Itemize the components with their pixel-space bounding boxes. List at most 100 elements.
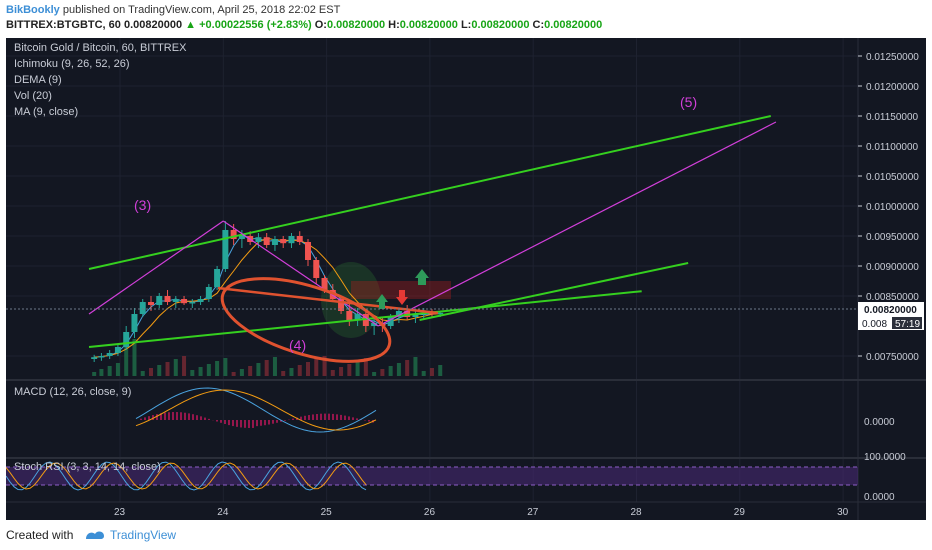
legend-stoch-rsi[interactable]: Stoch RSI (3, 3, 14, 14, close)	[14, 461, 161, 473]
candle-body	[222, 230, 229, 269]
wave4-trendline	[419, 262, 689, 321]
volume-bar	[140, 371, 145, 376]
tradingview-link[interactable]: TradingView	[110, 528, 177, 542]
macd-histogram-bar	[144, 417, 146, 420]
price-tick-label: 0.01250000	[866, 52, 919, 63]
upper-channel	[88, 115, 772, 270]
time-tick-label: 29	[734, 507, 746, 518]
volume-bar	[405, 360, 410, 376]
drawings	[88, 115, 777, 348]
stoch-rsi-band	[6, 467, 858, 485]
volume-bar	[264, 360, 269, 376]
volume-bar	[248, 366, 253, 376]
close-label: C:	[532, 19, 545, 31]
wave-path-1	[88, 220, 224, 315]
candle-body	[106, 353, 113, 356]
candle-body	[181, 299, 188, 304]
chart-area[interactable]: (3) (4) (5) 0.01250000 0.01200000 0.011500…	[5, 38, 926, 520]
legend-ichimoku[interactable]: Ichimoku (9, 26, 52, 26)	[14, 58, 130, 70]
volume-bar	[297, 365, 302, 376]
candle-body	[230, 230, 237, 239]
macd-histogram-bar	[184, 412, 186, 420]
candle-body	[123, 332, 130, 347]
macd-histogram-bar	[336, 414, 338, 420]
low-value: 0.00820000	[471, 19, 530, 31]
candle-body	[98, 356, 105, 358]
price-axis[interactable]: 0.01250000 0.01200000 0.01150000 0.01100000…	[858, 52, 919, 363]
macd-zero-tick: 0.0000	[864, 417, 895, 428]
macd-pane	[135, 387, 377, 433]
macd-histogram-bar	[304, 415, 306, 420]
lower-channel	[88, 290, 642, 348]
candle-body	[131, 314, 138, 332]
macd-histogram-bar	[232, 420, 234, 427]
legend-ma[interactable]: MA (9, close)	[14, 106, 79, 118]
legend-macd[interactable]: MACD (12, 26, close, 9)	[14, 386, 132, 398]
macd-histogram-bar	[208, 418, 210, 420]
legend-dema[interactable]: DEMA (9)	[14, 74, 62, 86]
volume-bar	[322, 356, 327, 376]
descending-resistance-line	[217, 286, 439, 315]
candle-body	[189, 302, 196, 304]
high-value: 0.00820000	[399, 19, 458, 31]
price-tick-label: 0.00950000	[866, 232, 919, 243]
volume-bar	[363, 358, 368, 376]
macd-histogram-bar	[268, 420, 270, 425]
volume-bar	[289, 368, 294, 376]
last-price: 0.00820000	[123, 19, 183, 31]
volume-bar	[99, 369, 104, 376]
volume-bar	[198, 367, 203, 376]
created-with-text: Created with	[6, 528, 74, 542]
macd-histogram-bar	[240, 420, 242, 428]
macd-histogram-bar	[180, 412, 182, 420]
legend-vol[interactable]: Vol (20)	[14, 90, 52, 102]
up-arrow-icon	[415, 269, 429, 285]
time-tick-label: 30	[837, 507, 849, 518]
candle-body	[214, 269, 221, 287]
macd-histogram-bar	[204, 417, 206, 420]
candle-body	[139, 302, 146, 314]
price-tick-label: 0.01100000	[866, 142, 919, 153]
macd-histogram-bar	[216, 420, 218, 422]
volume-bar	[206, 364, 211, 376]
volume-bar	[388, 366, 393, 376]
macd-histogram-bar	[292, 418, 294, 420]
chart-canvas[interactable]: (3) (4) (5) 0.01250000 0.01200000 0.011500…	[5, 38, 926, 520]
macd-histogram-bar	[276, 420, 278, 423]
macd-histogram-bar	[356, 418, 358, 420]
macd-histogram-bar	[368, 420, 370, 422]
macd-histogram-bar	[140, 418, 142, 420]
volume-bar	[396, 363, 401, 376]
macd-histogram-bar	[172, 412, 174, 420]
macd-histogram-bar	[344, 415, 346, 420]
footer: Created with TradingView	[0, 520, 932, 550]
macd-histogram-bar	[160, 413, 162, 420]
volume-bar	[107, 366, 112, 376]
candle-body	[288, 236, 295, 244]
volume-bar	[215, 361, 220, 376]
time-tick-label: 25	[321, 507, 333, 518]
macd-histogram-bar	[312, 414, 314, 420]
candle-body	[346, 311, 353, 320]
macd-histogram-bar	[252, 420, 254, 428]
macd-histogram-bar	[200, 416, 202, 420]
price-tick-label: 0.00850000	[866, 292, 919, 303]
candle-body	[280, 239, 287, 244]
candle-body	[156, 296, 163, 305]
time-tick-label: 28	[631, 507, 643, 518]
price-tick-label: 0.00750000	[866, 352, 919, 363]
wave-path-3	[377, 121, 777, 327]
time-tick-label: 27	[527, 507, 539, 518]
stoch-rsi-pane	[5, 461, 367, 491]
candle-body	[255, 237, 262, 242]
volume-bar	[115, 363, 120, 376]
up-arrow-icon: ▲	[185, 19, 197, 31]
symbol-label: BITTREX:BTGBTC, 60	[6, 19, 121, 31]
open-value: 0.00820000	[326, 19, 386, 31]
candle-body	[205, 287, 212, 299]
macd-histogram-bar	[284, 420, 286, 421]
time-tick-label: 24	[217, 507, 229, 518]
author-link[interactable]: BikBookly	[6, 4, 60, 16]
price-tick-label: 0.01000000	[866, 202, 919, 213]
time-axis[interactable]: 23 24 25 26 27 28 29 30	[114, 507, 849, 518]
